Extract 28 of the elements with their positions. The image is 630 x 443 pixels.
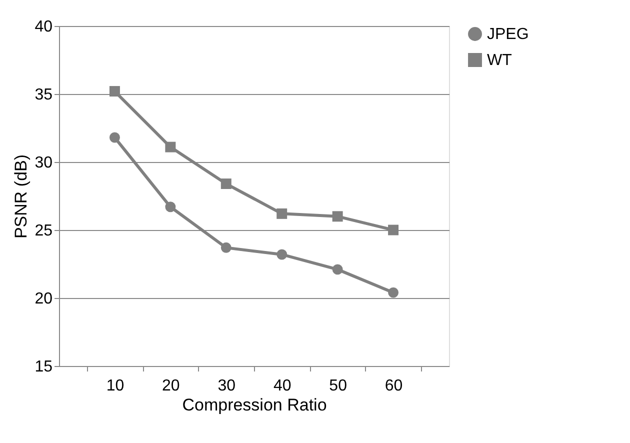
y-tick-label: 25 [34,222,53,240]
y-tick-label: 35 [34,86,53,104]
y-axis-title: PSNR (dB) [12,154,31,239]
x-tick-label: 20 [162,378,180,394]
y-tick-label: 30 [34,154,53,172]
point [109,86,120,97]
point [388,287,399,298]
y-tick-label: 20 [34,290,53,308]
point [165,142,176,152]
x-tick-label: 40 [273,378,292,394]
point [332,264,343,275]
legend-label: WT [487,52,512,69]
y-tick-label: 15 [34,358,53,376]
y-tick-label: 40 [34,18,53,36]
point [388,224,399,236]
point [165,202,176,212]
point [276,208,288,219]
x-tick-label: 60 [384,378,403,394]
point [276,249,288,260]
x-tick-label: 10 [106,378,124,394]
x-tick-label: 30 [218,378,236,394]
point [109,132,120,143]
point [220,178,232,190]
x-tick-label: 50 [329,378,348,394]
x-axis-title: Compression Ratio [182,396,327,414]
legend-label: JPEG [487,26,529,43]
point [332,211,343,222]
point [220,242,232,253]
